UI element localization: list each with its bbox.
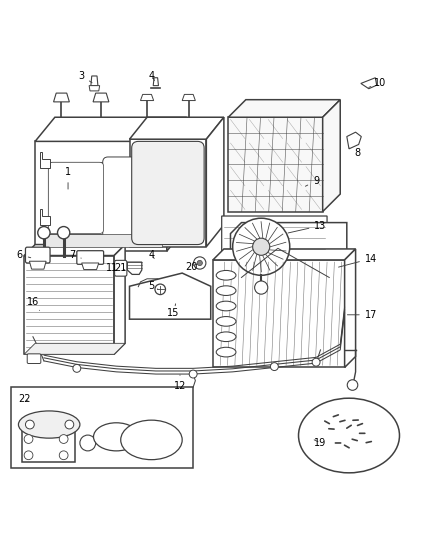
Circle shape (24, 434, 33, 443)
Text: 11: 11 (106, 263, 118, 273)
Polygon shape (360, 78, 376, 88)
FancyBboxPatch shape (27, 354, 41, 364)
Text: 12: 12 (173, 375, 186, 391)
Circle shape (270, 362, 278, 370)
Text: 8: 8 (348, 148, 360, 158)
Text: 14: 14 (338, 254, 376, 267)
Circle shape (155, 284, 165, 295)
Polygon shape (129, 117, 223, 139)
Circle shape (59, 434, 68, 443)
Polygon shape (114, 245, 125, 354)
Polygon shape (182, 94, 195, 101)
Polygon shape (22, 429, 74, 462)
Polygon shape (153, 78, 158, 86)
Ellipse shape (298, 398, 399, 473)
Text: 1: 1 (65, 167, 71, 189)
Text: 3: 3 (78, 70, 92, 83)
Polygon shape (93, 93, 109, 102)
FancyBboxPatch shape (25, 247, 50, 263)
Polygon shape (11, 387, 193, 469)
Polygon shape (81, 263, 99, 270)
Polygon shape (39, 152, 50, 168)
Polygon shape (206, 117, 223, 247)
Circle shape (346, 379, 357, 390)
Circle shape (311, 358, 319, 366)
Text: 15: 15 (167, 304, 179, 319)
Ellipse shape (18, 411, 80, 438)
FancyBboxPatch shape (102, 157, 163, 239)
Polygon shape (24, 245, 125, 255)
Polygon shape (24, 255, 114, 354)
Text: 17: 17 (346, 310, 376, 320)
Polygon shape (48, 162, 103, 233)
Circle shape (38, 227, 50, 239)
Text: 6: 6 (17, 249, 31, 260)
Text: 10: 10 (368, 78, 385, 88)
Polygon shape (129, 273, 210, 319)
Circle shape (57, 227, 70, 239)
Circle shape (24, 451, 33, 459)
Polygon shape (221, 216, 326, 258)
Circle shape (59, 451, 68, 459)
Ellipse shape (216, 270, 236, 280)
FancyBboxPatch shape (77, 251, 103, 264)
Polygon shape (35, 141, 166, 251)
Polygon shape (89, 86, 99, 91)
FancyBboxPatch shape (48, 162, 103, 233)
Circle shape (65, 420, 74, 429)
Polygon shape (228, 117, 322, 212)
Polygon shape (344, 249, 355, 367)
Text: 9: 9 (305, 176, 318, 186)
Text: 19: 19 (314, 438, 326, 448)
FancyBboxPatch shape (131, 141, 204, 245)
Polygon shape (129, 139, 206, 247)
Polygon shape (35, 117, 186, 141)
Text: 13: 13 (287, 221, 326, 233)
Polygon shape (53, 93, 69, 102)
Text: 16: 16 (27, 297, 39, 310)
Polygon shape (322, 100, 339, 212)
Circle shape (232, 218, 289, 275)
Polygon shape (166, 117, 186, 251)
Text: 5: 5 (148, 281, 158, 291)
Polygon shape (39, 209, 50, 225)
Polygon shape (29, 261, 46, 269)
Polygon shape (228, 100, 339, 117)
Circle shape (25, 420, 34, 429)
Ellipse shape (216, 286, 236, 295)
Circle shape (254, 281, 267, 294)
FancyBboxPatch shape (114, 260, 127, 276)
Polygon shape (44, 233, 162, 247)
Text: 4: 4 (148, 249, 154, 260)
Ellipse shape (216, 332, 236, 342)
Ellipse shape (216, 348, 236, 357)
Polygon shape (346, 132, 360, 149)
Circle shape (252, 238, 269, 255)
Ellipse shape (216, 317, 236, 326)
Text: 4: 4 (148, 70, 154, 80)
Text: 20: 20 (184, 262, 197, 271)
Text: 7: 7 (69, 249, 81, 260)
Polygon shape (140, 94, 153, 101)
Text: 22: 22 (18, 394, 30, 404)
Circle shape (189, 370, 197, 378)
Polygon shape (212, 249, 355, 260)
Ellipse shape (120, 420, 182, 459)
Polygon shape (24, 343, 125, 354)
Circle shape (80, 435, 95, 451)
Ellipse shape (216, 301, 236, 311)
Polygon shape (212, 260, 344, 367)
Circle shape (193, 257, 205, 269)
Polygon shape (91, 76, 98, 86)
Text: 21: 21 (114, 263, 127, 273)
Circle shape (197, 260, 202, 265)
Polygon shape (127, 262, 141, 274)
Circle shape (73, 365, 81, 372)
Ellipse shape (93, 423, 139, 451)
Polygon shape (230, 223, 346, 286)
